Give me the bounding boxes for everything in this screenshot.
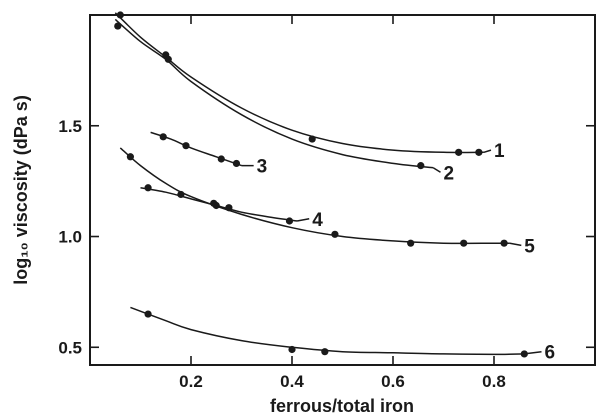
x-tick-label: 0.4 [280, 372, 304, 391]
x-tick-label: 0.2 [179, 372, 203, 391]
series-1-point [116, 11, 124, 19]
x-axis-ticks: 0.2 0.4 0.6 0.8 [179, 15, 506, 391]
series-1-point [308, 135, 316, 143]
series-2-leader [433, 167, 441, 173]
series-4-point [177, 190, 185, 199]
series-4-label: 4 [312, 210, 323, 231]
y-tick-label: 0.5 [58, 338, 82, 357]
y-axis-title: log₁₀ viscosity (dPa s) [11, 95, 31, 285]
series-curves [114, 12, 525, 356]
series-6-leader [524, 350, 542, 355]
data-points [114, 11, 528, 358]
series-1-point [455, 148, 463, 156]
y-axis-ticks: 0.5 1.0 1.5 [58, 117, 595, 357]
series-1-label: 1 [494, 141, 505, 162]
series-3-point [232, 159, 241, 168]
series-5-label: 5 [524, 236, 535, 257]
series-2-label: 2 [444, 163, 455, 184]
series-2-point [417, 162, 425, 170]
curve-labels: 1 2 3 4 5 6 [241, 141, 556, 364]
series-5-point [500, 239, 508, 247]
series-3-label: 3 [257, 157, 268, 178]
series-6-point [288, 345, 296, 354]
series-5-point [460, 239, 468, 247]
series-2-point [114, 22, 122, 30]
x-axis-title: ferrous/total iron [270, 396, 414, 416]
series-4-leader [296, 218, 310, 222]
series-5-line [119, 147, 510, 245]
series-6-line [130, 306, 525, 356]
series-1-point [475, 148, 483, 156]
series-5-leader [509, 242, 522, 247]
series-3-point [217, 155, 225, 163]
series-4-point [225, 204, 233, 212]
series-4-point [144, 184, 152, 192]
y-tick-label: 1.5 [58, 117, 82, 136]
y-tick-label: 1.0 [58, 228, 82, 247]
series-3-point [159, 133, 167, 141]
series-5-point [126, 153, 134, 161]
series-1-leader [483, 149, 492, 154]
x-tick-label: 0.6 [381, 372, 405, 391]
series-3-point [182, 142, 190, 150]
series-6-point [144, 310, 152, 318]
series-6-label: 6 [545, 343, 556, 364]
series-5-point [331, 230, 339, 238]
series-2-line [114, 18, 434, 169]
series-4-point [285, 217, 294, 225]
series-2-point [164, 55, 172, 63]
x-tick-label: 0.8 [482, 372, 506, 391]
series-5-point [407, 239, 415, 247]
plot-frame [89, 14, 596, 366]
series-5-point [212, 201, 220, 210]
series-1-line [114, 12, 484, 154]
series-6-point [321, 348, 329, 356]
